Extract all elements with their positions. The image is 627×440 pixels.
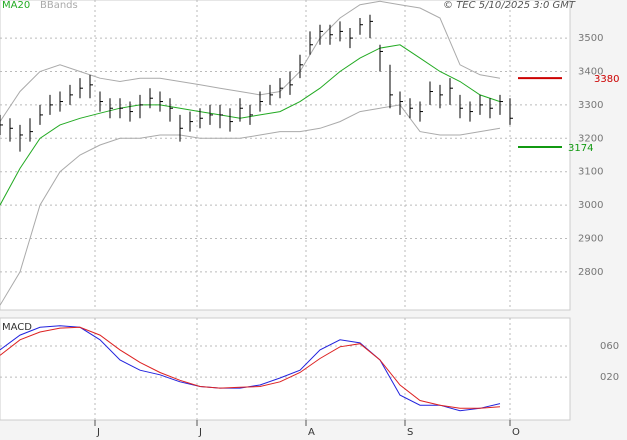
macd-title: MACD [2, 322, 32, 333]
legend-ma: MA20 [2, 0, 30, 11]
level-label: 3380 [594, 74, 619, 85]
y-tick-label: 3300 [578, 100, 603, 111]
y-tick-label: 3500 [578, 33, 603, 44]
credit: © TEC 5/10/2025 3:0 GMT [443, 0, 576, 11]
macd-line [0, 326, 501, 409]
y-tick-label: 3400 [578, 66, 603, 77]
y-tick-label: 3200 [578, 133, 603, 144]
x-tick-label: A [308, 427, 315, 438]
macd-panel [0, 317, 571, 421]
y-tick-label: 020 [600, 372, 619, 383]
bband-upper [0, 0, 501, 122]
y-tick-label: 2900 [578, 234, 603, 245]
y-tick-label: 2800 [578, 267, 603, 278]
level-label: 3174 [568, 143, 593, 154]
x-tick-label: S [407, 427, 413, 438]
price-panel [0, 0, 571, 311]
bband-lower [0, 104, 501, 306]
legend-bbands: BBands [40, 0, 78, 11]
y-tick-label: 3000 [578, 200, 603, 211]
x-tick-label: J [198, 427, 202, 438]
y-tick-label: 060 [600, 341, 619, 352]
x-tick-label: O [512, 427, 520, 438]
x-tick-label: J [96, 427, 100, 438]
y-tick-label: 3100 [578, 167, 603, 178]
